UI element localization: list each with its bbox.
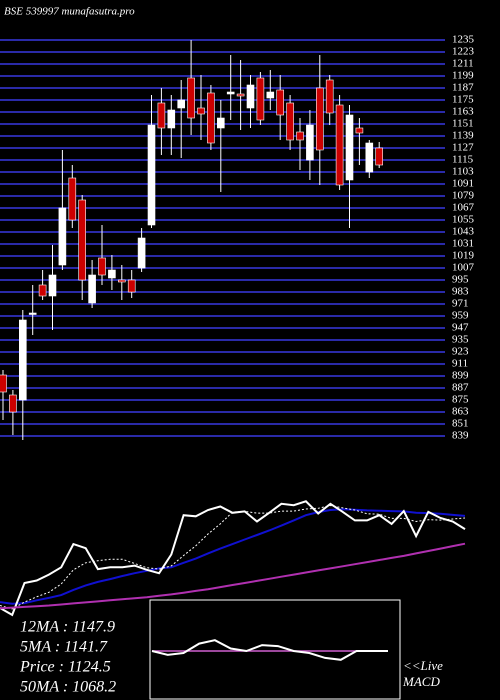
y-tick-label: 983 [452, 286, 469, 298]
y-tick-label: 1043 [452, 226, 475, 238]
series-line [0, 508, 466, 605]
y-tick-label: 1151 [452, 118, 474, 130]
macd-label: <<Live [403, 658, 443, 673]
candle-body [355, 127, 364, 134]
y-tick-label: 839 [452, 430, 469, 442]
candle-body [147, 124, 156, 226]
macd-box [149, 599, 401, 700]
y-tick-label: 899 [452, 370, 469, 382]
macd-line [151, 639, 388, 661]
y-tick-label: 875 [452, 394, 469, 406]
candle-body [118, 279, 126, 283]
candle-body [266, 91, 275, 99]
candle-body [276, 89, 285, 116]
legend-entry: Price : 1124.5 [19, 659, 111, 676]
candle-body [98, 257, 106, 276]
candle-body [315, 87, 324, 151]
y-tick-label: 1019 [452, 250, 475, 262]
legend-entry: 12MA : 1147.9 [20, 619, 115, 636]
candle-body [58, 207, 67, 266]
candle-body [9, 394, 17, 413]
y-tick-label: 911 [452, 358, 468, 370]
y-tick-label: 1175 [452, 94, 474, 106]
candle-body [217, 117, 225, 129]
y-tick-label: 995 [452, 274, 469, 286]
candle-body [256, 77, 265, 121]
candle-body [78, 199, 86, 281]
y-tick-label: 887 [452, 382, 469, 394]
y-tick-label: 1091 [452, 178, 474, 190]
candle-body [286, 102, 294, 141]
candle-body [157, 102, 166, 129]
y-tick-label: 1163 [452, 106, 474, 118]
candle-body [177, 99, 185, 109]
candle-body [18, 319, 27, 401]
candle-body [345, 114, 354, 181]
chart-title: BSE 539997 munafasutra.pro [4, 6, 135, 18]
y-tick-label: 1223 [452, 46, 475, 58]
candle-body [38, 284, 47, 297]
candle-body [0, 374, 7, 393]
candle-body [137, 237, 146, 269]
candle-body [197, 107, 205, 115]
y-tick-label: 1127 [452, 142, 474, 154]
y-tick-label: 971 [452, 298, 469, 310]
candle-body [207, 92, 215, 144]
y-tick-label: 923 [452, 346, 469, 358]
y-tick-label: 1031 [452, 238, 474, 250]
candle-body [306, 124, 314, 161]
y-tick-label: 863 [452, 406, 469, 418]
y-tick-label: 1103 [452, 166, 474, 178]
y-tick-label: 1187 [452, 82, 474, 94]
legend-entry: 5MA : 1141.7 [20, 639, 108, 656]
legend-entry: 50MA : 1068.2 [20, 679, 116, 696]
candle-body [325, 79, 334, 114]
candle-body [246, 84, 255, 109]
series-line [0, 542, 466, 610]
candle-body [335, 104, 344, 186]
candle-body [48, 274, 57, 297]
y-tick-label: 1055 [452, 214, 475, 226]
y-tick-label: 1115 [452, 154, 474, 166]
candle-body [68, 177, 77, 221]
candle-body [127, 279, 136, 293]
y-tick-label: 1007 [452, 262, 475, 274]
y-tick-label: 1079 [452, 190, 475, 202]
y-tick-label: 1067 [452, 202, 475, 214]
y-tick-label: 935 [452, 334, 469, 346]
y-tick-label: 1211 [452, 58, 474, 70]
candle-body [365, 142, 374, 173]
y-tick-label: 959 [452, 310, 469, 322]
candle-body [167, 109, 176, 129]
candle-body [226, 91, 235, 95]
y-tick-label: 1235 [452, 34, 475, 46]
y-tick-label: 947 [452, 322, 469, 334]
candle-body [28, 312, 37, 315]
candle-body [108, 269, 116, 279]
series-line [0, 500, 466, 617]
candle-body [296, 131, 304, 141]
candle-body [88, 274, 96, 304]
y-tick-label: 1199 [452, 70, 474, 82]
candle-body [236, 93, 245, 97]
y-tick-label: 1139 [452, 130, 474, 142]
candle-body [375, 147, 384, 166]
y-tick-label: 851 [452, 418, 469, 430]
macd-label: MACD [402, 674, 440, 689]
candle-body [187, 77, 195, 119]
